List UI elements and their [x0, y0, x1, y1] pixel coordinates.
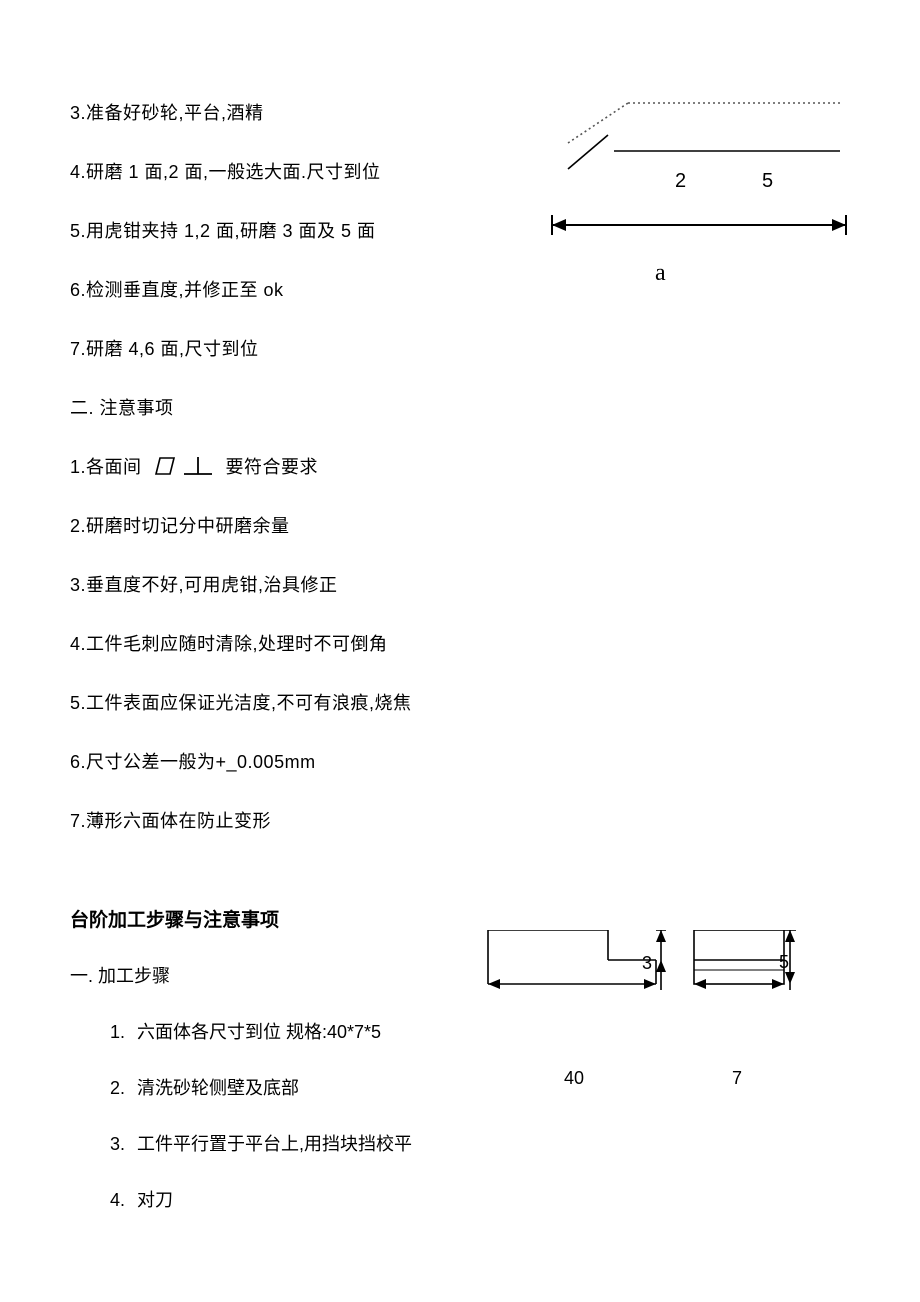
parallelogram-icon: [154, 455, 176, 477]
figure-2: 3 5 40 7: [480, 930, 860, 1110]
s1-item-7: 7.研磨 4,6 面,尺寸到位: [70, 336, 850, 363]
figure-2-label-5: 5: [779, 952, 789, 973]
figure-2-svg: [480, 930, 860, 1050]
s2-item-1: 1.各面间 要符合要求: [70, 454, 850, 481]
s3-heading: 台阶加工步骤与注意事项: [70, 905, 850, 932]
s2-item-1-pre: 1.各面间: [70, 454, 142, 481]
document-page: 2 5 a: [0, 0, 920, 1302]
s2-item-4: 4.工件毛刺应随时清除,处理时不可倒角: [70, 631, 850, 658]
figure-1: 2 5 a: [540, 95, 860, 295]
figure-2-label-3: 3: [642, 953, 652, 974]
s3-item-4-num: 4.: [110, 1190, 132, 1211]
s3-item-1-text: 六面体各尺寸到位 规格:40*7*5: [137, 1022, 381, 1042]
s2-title: 二. 注意事项: [70, 395, 850, 422]
s3-item-3-text: 工件平行置于平台上,用挡块挡校平: [137, 1134, 412, 1154]
s3-item-3-num: 3.: [110, 1134, 132, 1155]
s3-item-3: 3. 工件平行置于平台上,用挡块挡校平: [110, 1130, 850, 1156]
figure-2-label-7: 7: [732, 1068, 742, 1089]
figure-2-label-40: 40: [564, 1068, 584, 1089]
s2-item-3: 3.垂直度不好,可用虎钳,治具修正: [70, 572, 850, 599]
s2-item-1-post: 要符合要求: [226, 454, 319, 481]
s3-item-4-text: 对刀: [137, 1190, 173, 1210]
s2-item-6: 6.尺寸公差一般为+_0.005mm: [70, 749, 850, 776]
tolerance-symbols: [154, 455, 214, 477]
figure-1-label-5: 5: [762, 170, 773, 193]
figure-1-label-a: a: [655, 260, 666, 287]
s2-item-7: 7.薄形六面体在防止变形: [70, 808, 850, 835]
figure-1-label-2: 2: [675, 170, 686, 193]
perpendicular-icon: [182, 455, 214, 477]
s3-item-2-num: 2.: [110, 1078, 132, 1099]
s3-item-1-num: 1.: [110, 1022, 132, 1043]
s2-item-2: 2.研磨时切记分中研磨余量: [70, 513, 850, 540]
figure-1-svg: [540, 95, 860, 295]
s3-item-4: 4. 对刀: [110, 1186, 850, 1212]
s2-item-5: 5.工件表面应保证光洁度,不可有浪痕,烧焦: [70, 690, 850, 717]
s3-item-2-text: 清洗砂轮侧壁及底部: [137, 1078, 299, 1098]
